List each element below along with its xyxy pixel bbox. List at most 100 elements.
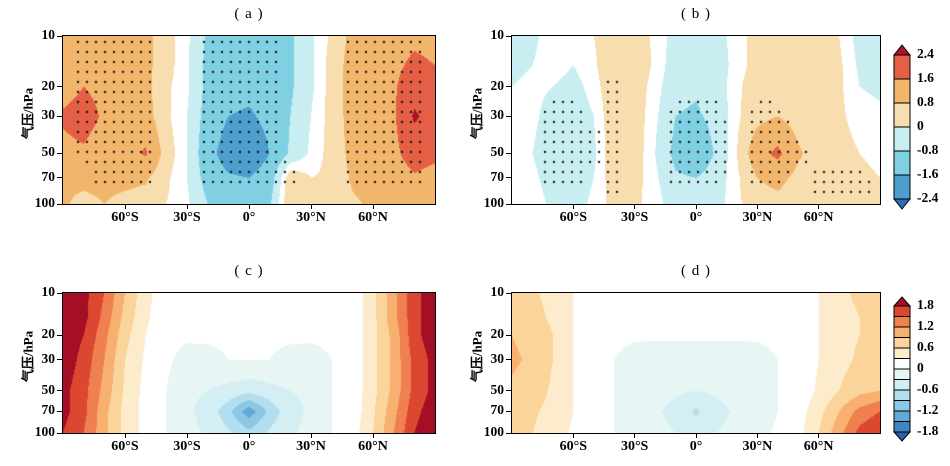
x-tick-label: 60°S [111, 439, 139, 454]
y-tick-mark [506, 203, 512, 205]
colorbar-tick-label: -2.4 [917, 190, 939, 205]
y-tick-label: 30 [41, 107, 56, 123]
x-tick-label: 60°N [358, 439, 388, 454]
x-tick-mark [372, 204, 374, 209]
x-tick-label: 0° [242, 439, 256, 454]
y-tick-mark [506, 292, 512, 294]
y-tick-mark [57, 177, 63, 179]
panel-b-plot-canvas [511, 35, 881, 205]
colorbar-tick-label: 1.2 [917, 318, 934, 333]
x-tick-label: 30°N [296, 439, 326, 454]
y-tick-label: 100 [483, 424, 504, 439]
colorbar-tick-label: 1.6 [917, 70, 934, 85]
x-tick-label: 0° [689, 210, 703, 225]
x-tick-mark [248, 433, 250, 438]
colorbar-tick-label: 0 [917, 118, 924, 133]
x-tick-mark [634, 433, 636, 438]
x-tick-label: 30°S [173, 439, 201, 454]
x-tick-mark [186, 433, 188, 438]
y-tick-mark [506, 334, 512, 336]
y-tick-mark [57, 410, 63, 412]
y-tick-mark [57, 390, 63, 392]
y-tick-mark [506, 177, 512, 179]
colorbar-tick-label: 1.8 [917, 297, 934, 312]
y-tick-mark [506, 359, 512, 361]
panel-b-title: ( b ) [681, 6, 711, 22]
y-tick-mark [506, 152, 512, 154]
y-tick-label: 70 [41, 402, 56, 418]
x-tick-mark [124, 433, 126, 438]
x-tick-mark [572, 433, 574, 438]
panel-c-plot-canvas [62, 292, 436, 434]
colorbar-tick-label: -0.8 [917, 142, 939, 157]
colorbar-top: 2.4 1.6 0.8 0 -0.8 -1.6 -2.4 [893, 44, 938, 210]
panel-c-title: ( c ) [234, 263, 264, 279]
x-tick-mark [756, 433, 758, 438]
y-tick-label: 50 [490, 144, 505, 160]
colorbar-tick-label: 2.4 [917, 46, 934, 61]
y-tick-mark [57, 115, 63, 117]
y-tick-label: 30 [490, 107, 505, 123]
colorbar-tick-label: -1.2 [917, 402, 939, 417]
x-tick-label: 30°S [620, 210, 649, 225]
x-tick-mark [634, 204, 636, 209]
y-tick-label: 70 [490, 402, 505, 418]
y-tick-mark [506, 115, 512, 117]
x-tick-label: 60°N [358, 210, 388, 225]
x-tick-label: 30°S [173, 210, 201, 225]
x-tick-mark [310, 204, 312, 209]
y-tick-label: 50 [41, 381, 56, 397]
x-tick-label: 60°N [803, 439, 834, 454]
x-tick-mark [695, 433, 697, 438]
x-tick-label: 0° [242, 210, 256, 225]
x-tick-label: 60°S [559, 439, 588, 454]
y-tick-mark [57, 359, 63, 361]
y-tick-label: 50 [41, 144, 56, 160]
y-tick-label: 20 [41, 77, 56, 93]
colorbar-tick-label: -1.6 [917, 166, 939, 181]
y-tick-mark [506, 410, 512, 412]
x-tick-mark [248, 204, 250, 209]
x-tick-mark [818, 204, 820, 209]
y-tick-label: 10 [490, 27, 505, 42]
panel-d-plot-canvas [511, 292, 881, 434]
panel-a: ( a ) 气压/hPa 60°S 30°S 0° 30°N 60°N 10 20 30 50 7… [21, 6, 436, 225]
x-tick-mark [372, 433, 374, 438]
y-tick-label: 100 [483, 195, 504, 210]
y-tick-mark [57, 292, 63, 294]
y-tick-mark [57, 432, 63, 434]
x-tick-label: 60°S [559, 210, 588, 225]
panel-d-title: ( d ) [681, 263, 711, 279]
panel-d: ( d ) 气压/hPa 60°S 30°S 0° 30°N 60°N 10 20 30 50 7… [470, 263, 881, 454]
y-tick-mark [57, 203, 63, 205]
x-tick-mark [124, 204, 126, 209]
panel-a-title: ( a ) [234, 6, 264, 22]
panel-b: ( b ) 气压/hPa 60°S 30°S 0° 30°N 60°N 10 20 30 50 7… [470, 6, 881, 225]
x-tick-label: 60°S [111, 210, 139, 225]
y-tick-mark [506, 35, 512, 37]
y-tick-mark [506, 86, 512, 88]
y-tick-label: 10 [41, 27, 56, 42]
panel-c: ( c ) 气压/hPa 60°S 30°S 0° 30°N 60°N 10 20 30 50 7… [21, 263, 436, 454]
y-tick-mark [506, 432, 512, 434]
x-tick-label: 0° [689, 439, 703, 454]
y-tick-label: 10 [41, 284, 56, 299]
x-tick-mark [572, 204, 574, 209]
y-tick-label: 100 [34, 424, 55, 439]
y-tick-mark [506, 390, 512, 392]
y-tick-label: 100 [34, 195, 55, 210]
y-tick-label: 30 [41, 350, 56, 366]
x-tick-label: 30°S [620, 439, 649, 454]
x-tick-label: 30°N [742, 439, 773, 454]
y-tick-mark [57, 152, 63, 154]
x-tick-label: 30°N [742, 210, 773, 225]
y-tick-label: 50 [490, 381, 505, 397]
x-tick-mark [756, 204, 758, 209]
x-tick-mark [695, 204, 697, 209]
x-tick-mark [186, 204, 188, 209]
y-tick-mark [57, 35, 63, 37]
colorbar-tick-label: 0.6 [917, 339, 934, 354]
y-tick-label: 70 [490, 168, 505, 184]
y-tick-label: 20 [490, 77, 505, 93]
